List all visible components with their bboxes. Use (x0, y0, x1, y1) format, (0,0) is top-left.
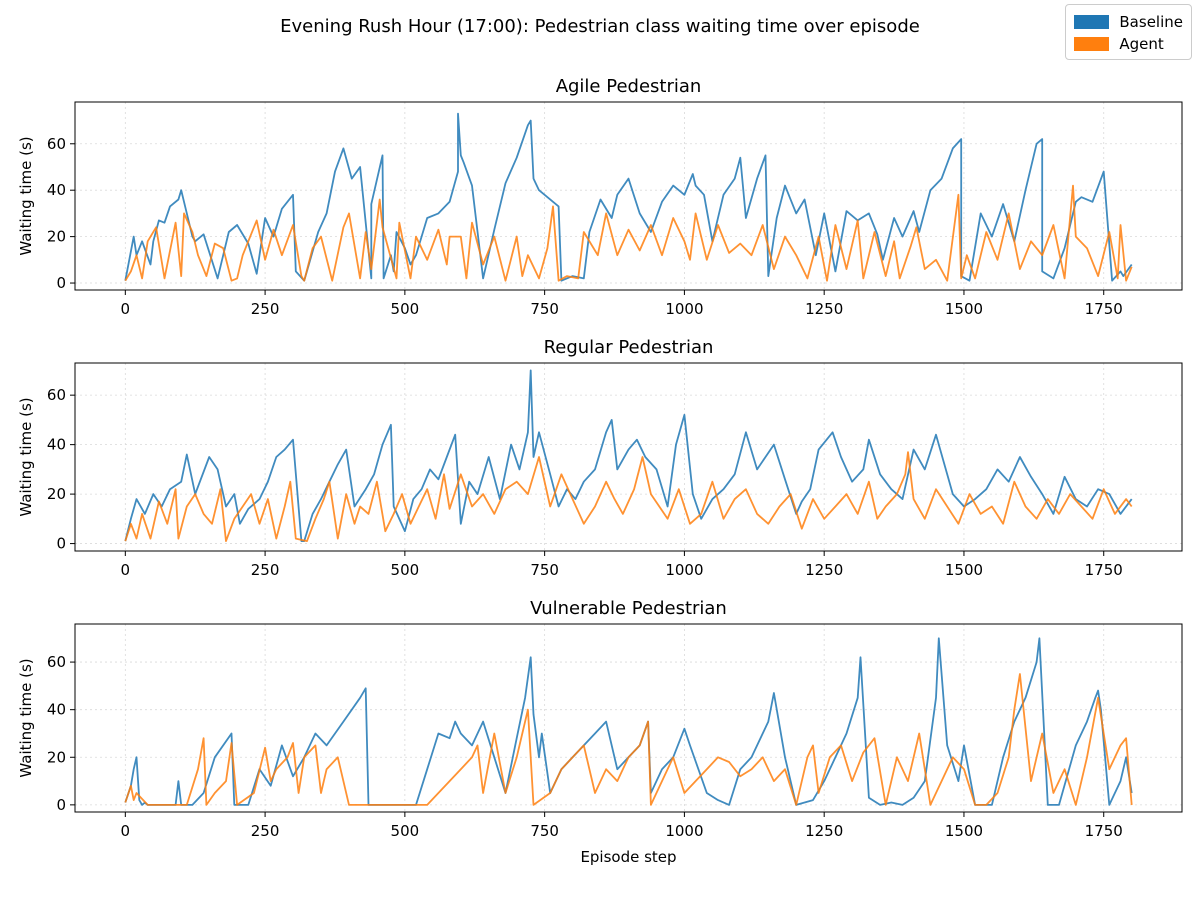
x-tick-label: 1750 (1085, 300, 1123, 318)
subplot-agile-pedestrian: 0 250 500 750 1000 1250 1500 1750 0 20 40 60 Agile P… (17, 76, 1183, 318)
legend-swatch-baseline (1074, 15, 1110, 29)
y-tick-label: 0 (56, 535, 66, 553)
x-tick-label: 1750 (1085, 561, 1123, 579)
y-tick-label: 40 (47, 181, 66, 199)
x-tick-label: 750 (530, 822, 559, 840)
series-line-baseline (124, 637, 1133, 806)
x-tick-label: 1250 (805, 822, 843, 840)
y-tick-label: 60 (47, 386, 66, 404)
legend-item-agent: Agent (1074, 33, 1183, 55)
series-line-baseline (124, 112, 1133, 282)
y-tick-label: 20 (47, 748, 66, 766)
legend: Baseline Agent (1065, 4, 1192, 60)
x-tick-label: 0 (121, 561, 131, 579)
x-tick-label: 1500 (945, 300, 983, 318)
y-axis-label: Waiting time (s) (17, 658, 35, 777)
y-tick-label: 20 (47, 228, 66, 246)
x-tick-label: 750 (530, 300, 559, 318)
x-tick-label: 1500 (945, 822, 983, 840)
x-tick-label: 250 (251, 561, 280, 579)
x-tick-label: 250 (251, 822, 280, 840)
x-axis-label: Episode step (580, 848, 676, 866)
axes-frame (74, 362, 1183, 552)
axes-frame (74, 101, 1183, 291)
series-line-baseline (124, 369, 1133, 542)
figure-title: Evening Rush Hour (17:00): Pedestrian cl… (280, 16, 920, 37)
x-tick-label: 1000 (665, 822, 703, 840)
x-tick-label: 1000 (665, 561, 703, 579)
x-tick-label: 500 (391, 300, 420, 318)
subplot-vulnerable-pedestrian: 0 250 500 750 1000 1250 1500 1750 0 20 40 60 Vulnera… (17, 598, 1183, 866)
y-tick-label: 40 (47, 701, 66, 719)
y-tick-label: 0 (56, 796, 66, 814)
y-tick-label: 60 (47, 135, 66, 153)
legend-label-baseline: Baseline (1119, 13, 1183, 31)
subplot-regular-pedestrian: 0 250 500 750 1000 1250 1500 1750 0 20 40 60 Regular… (17, 337, 1183, 579)
x-tick-label: 1000 (665, 300, 703, 318)
subplot-title: Regular Pedestrian (544, 337, 714, 358)
x-tick-label: 1250 (805, 300, 843, 318)
y-tick-label: 20 (47, 485, 66, 503)
x-tick-label: 0 (121, 300, 131, 318)
legend-item-baseline: Baseline (1074, 11, 1183, 33)
series-line-agent (124, 184, 1133, 282)
y-axis-label: Waiting time (s) (17, 397, 35, 516)
series-line-agent (124, 673, 1133, 806)
legend-label-agent: Agent (1119, 35, 1164, 53)
x-tick-label: 1500 (945, 561, 983, 579)
axes-frame (74, 623, 1183, 813)
y-tick-label: 40 (47, 436, 66, 454)
x-tick-label: 750 (530, 561, 559, 579)
y-tick-label: 60 (47, 653, 66, 671)
legend-swatch-agent (1074, 37, 1110, 51)
y-axis-label: Waiting time (s) (17, 136, 35, 255)
y-tick-label: 0 (56, 274, 66, 292)
series-line-agent (124, 451, 1133, 542)
x-tick-label: 0 (121, 822, 131, 840)
x-tick-label: 1250 (805, 561, 843, 579)
x-tick-label: 500 (391, 561, 420, 579)
x-tick-label: 1750 (1085, 822, 1123, 840)
x-tick-label: 250 (251, 300, 280, 318)
x-tick-label: 500 (391, 822, 420, 840)
subplot-title: Vulnerable Pedestrian (530, 598, 727, 619)
subplot-title: Agile Pedestrian (556, 76, 702, 97)
